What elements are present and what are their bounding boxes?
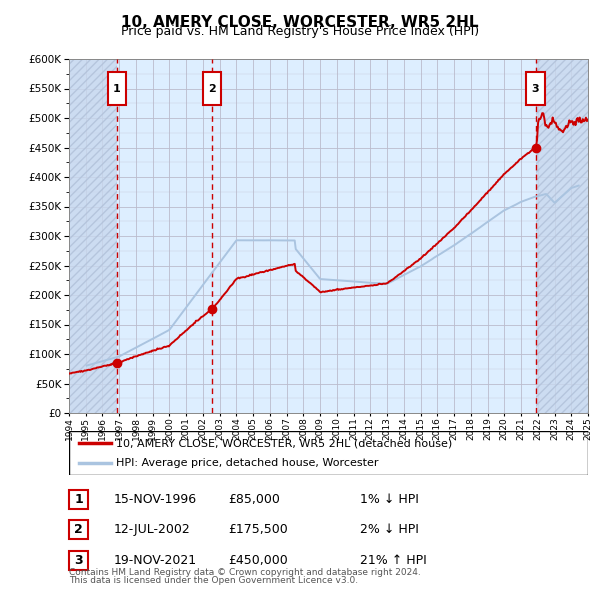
Text: 2: 2 — [74, 523, 83, 536]
FancyBboxPatch shape — [526, 72, 545, 105]
Text: This data is licensed under the Open Government Licence v3.0.: This data is licensed under the Open Gov… — [69, 576, 358, 585]
Text: 10, AMERY CLOSE, WORCESTER, WR5 2HL: 10, AMERY CLOSE, WORCESTER, WR5 2HL — [121, 15, 479, 30]
Text: 1: 1 — [113, 84, 121, 93]
Text: HPI: Average price, detached house, Worcester: HPI: Average price, detached house, Worc… — [116, 458, 378, 467]
Text: £85,000: £85,000 — [228, 493, 280, 506]
Text: 1% ↓ HPI: 1% ↓ HPI — [360, 493, 419, 506]
Text: 19-NOV-2021: 19-NOV-2021 — [114, 554, 197, 567]
Text: 3: 3 — [532, 84, 539, 93]
Bar — [536, 59, 588, 413]
Text: 10, AMERY CLOSE, WORCESTER, WR5 2HL (detached house): 10, AMERY CLOSE, WORCESTER, WR5 2HL (det… — [116, 438, 452, 448]
FancyBboxPatch shape — [203, 72, 221, 105]
FancyBboxPatch shape — [108, 72, 126, 105]
Text: 1: 1 — [74, 493, 83, 506]
Text: Price paid vs. HM Land Registry's House Price Index (HPI): Price paid vs. HM Land Registry's House … — [121, 25, 479, 38]
Text: £175,500: £175,500 — [228, 523, 288, 536]
Text: 15-NOV-1996: 15-NOV-1996 — [114, 493, 197, 506]
Bar — [69, 59, 117, 413]
Text: Contains HM Land Registry data © Crown copyright and database right 2024.: Contains HM Land Registry data © Crown c… — [69, 568, 421, 577]
Text: 2: 2 — [208, 84, 215, 93]
Text: 3: 3 — [74, 554, 83, 567]
Text: 2% ↓ HPI: 2% ↓ HPI — [360, 523, 419, 536]
Text: 21% ↑ HPI: 21% ↑ HPI — [360, 554, 427, 567]
Text: £450,000: £450,000 — [228, 554, 288, 567]
Text: 12-JUL-2002: 12-JUL-2002 — [114, 523, 191, 536]
